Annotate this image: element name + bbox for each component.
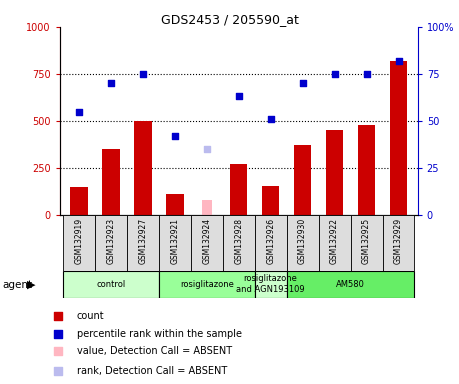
Bar	[382, 215, 414, 271]
Text: control: control	[96, 280, 125, 289]
Point	[203, 146, 210, 152]
Text: rosiglitazone: rosiglitazone	[180, 280, 234, 289]
Text: AM580: AM580	[336, 280, 365, 289]
Bar	[230, 164, 247, 215]
Point	[107, 80, 114, 86]
Text: GSM132927: GSM132927	[138, 218, 147, 264]
Bar	[294, 146, 311, 215]
Text: GSM132929: GSM132929	[394, 218, 403, 264]
Point	[331, 71, 338, 77]
Point	[139, 71, 146, 77]
Bar	[390, 61, 407, 215]
Text: GSM132924: GSM132924	[202, 218, 211, 264]
Bar	[255, 271, 286, 298]
Text: GSM132930: GSM132930	[298, 218, 307, 264]
Bar	[102, 149, 120, 215]
Bar	[159, 215, 191, 271]
Bar	[286, 215, 319, 271]
Text: ▶: ▶	[27, 280, 35, 290]
Bar	[223, 215, 255, 271]
Text: GSM132923: GSM132923	[106, 218, 115, 264]
Bar	[127, 215, 159, 271]
Bar	[286, 271, 414, 298]
Text: agent: agent	[2, 280, 33, 290]
Bar	[159, 271, 255, 298]
Bar	[95, 215, 127, 271]
Text: rank, Detection Call = ABSENT: rank, Detection Call = ABSENT	[77, 366, 227, 376]
Bar	[70, 187, 88, 215]
Point	[54, 331, 62, 337]
Bar	[191, 215, 223, 271]
Text: GSM132921: GSM132921	[170, 218, 179, 264]
Point	[75, 109, 83, 115]
Text: GSM132925: GSM132925	[362, 218, 371, 264]
Point	[54, 313, 62, 319]
Bar	[63, 271, 159, 298]
Text: GDS2453 / 205590_at: GDS2453 / 205590_at	[161, 13, 298, 26]
Bar	[134, 121, 151, 215]
Point	[54, 348, 62, 354]
Point	[395, 58, 402, 64]
Bar	[202, 200, 212, 215]
Text: percentile rank within the sample: percentile rank within the sample	[77, 329, 242, 339]
Point	[54, 368, 62, 374]
Text: GSM132919: GSM132919	[74, 218, 84, 264]
Point	[267, 116, 274, 122]
Text: count: count	[77, 311, 105, 321]
Bar	[63, 215, 95, 271]
Bar	[166, 194, 184, 215]
Text: GSM132922: GSM132922	[330, 218, 339, 264]
Text: GSM132926: GSM132926	[266, 218, 275, 264]
Point	[171, 133, 179, 139]
Point	[363, 71, 370, 77]
Bar	[351, 215, 382, 271]
Bar	[319, 215, 351, 271]
Bar	[358, 125, 375, 215]
Text: value, Detection Call = ABSENT: value, Detection Call = ABSENT	[77, 346, 232, 356]
Bar	[262, 186, 280, 215]
Point	[299, 80, 306, 86]
Bar	[255, 215, 286, 271]
Point	[235, 93, 242, 99]
Text: GSM132928: GSM132928	[234, 218, 243, 264]
Text: rosiglitazone
and AGN193109: rosiglitazone and AGN193109	[236, 275, 305, 294]
Bar	[326, 131, 343, 215]
